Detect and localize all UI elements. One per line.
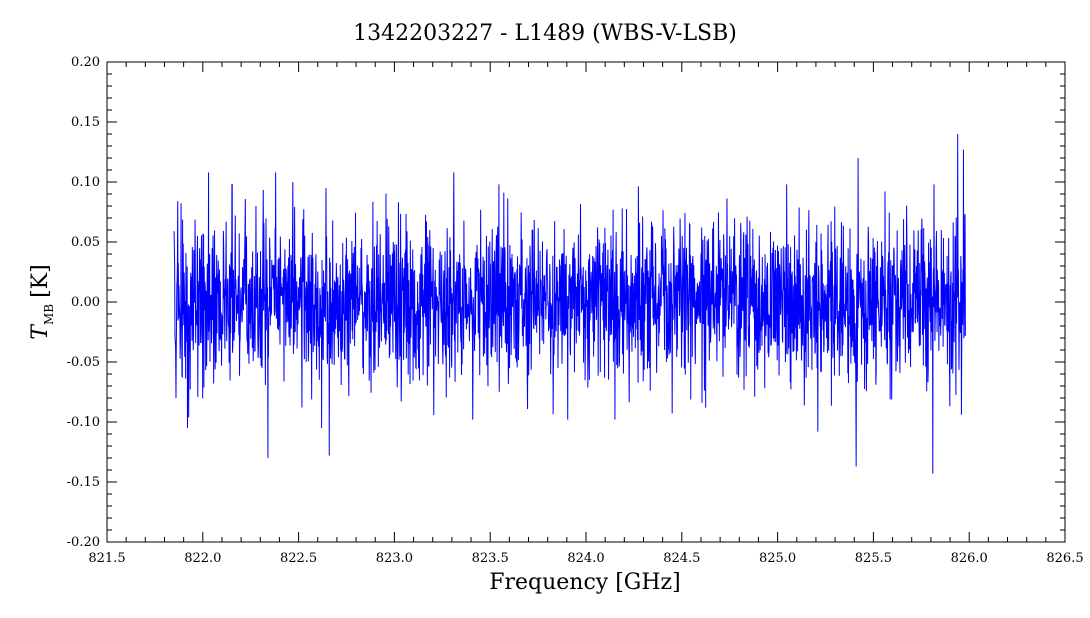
x-tick-label: 825.5 <box>855 551 892 566</box>
y-tick-label: -0.05 <box>67 355 100 370</box>
x-tick-label: 826.5 <box>1046 551 1083 566</box>
y-axis-subscript: MB <box>42 304 56 325</box>
y-tick-label: 0.20 <box>71 55 100 70</box>
x-tick-label: 825.0 <box>759 551 796 566</box>
x-axis-label: Frequency [GHz] <box>489 570 681 595</box>
x-tick-label: 824.0 <box>567 551 604 566</box>
x-tick-label: 821.5 <box>88 551 125 566</box>
y-tick-label: -0.15 <box>67 475 100 490</box>
y-axis-unit: [K] <box>28 264 53 298</box>
axis-ticks: 821.5 822.0 822.5 823.0 823.5 824.0 824.5 825.0… <box>67 55 1084 566</box>
svg-text:TMB[K]: TMB [K] <box>28 264 56 339</box>
x-tick-label: 822.5 <box>280 551 317 566</box>
y-axis-label: TMB [K] <box>28 264 56 339</box>
y-axis-symbol: T <box>28 323 53 340</box>
y-tick-label: -0.10 <box>67 415 100 430</box>
plot-area <box>173 133 966 474</box>
y-tick-label: 0.00 <box>71 295 100 310</box>
chart-title: 1342203227 - L1489 (WBS-V-LSB) <box>353 21 737 46</box>
x-tick-label: 823.5 <box>472 551 509 566</box>
y-tick-label: 0.10 <box>71 175 100 190</box>
x-tick-label: 826.0 <box>951 551 988 566</box>
y-tick-label: 0.05 <box>71 235 100 250</box>
x-tick-label: 822.0 <box>184 551 221 566</box>
y-tick-label: 0.15 <box>71 115 100 130</box>
spectrum-line <box>173 133 966 474</box>
x-tick-label: 823.0 <box>376 551 413 566</box>
y-tick-label: -0.20 <box>67 535 100 550</box>
x-tick-label: 824.5 <box>663 551 700 566</box>
